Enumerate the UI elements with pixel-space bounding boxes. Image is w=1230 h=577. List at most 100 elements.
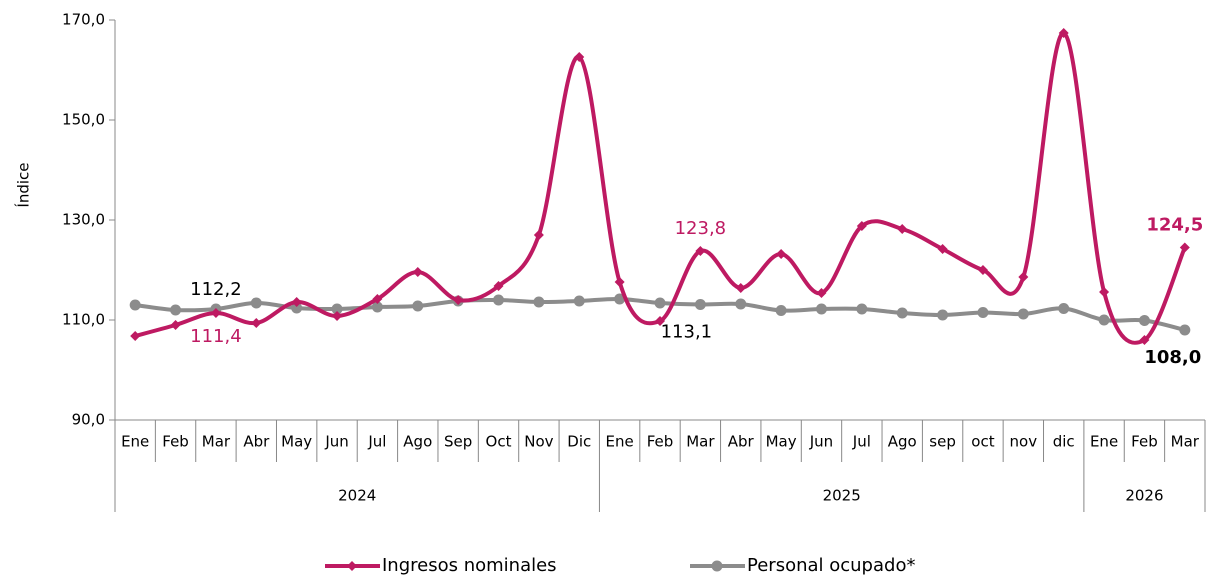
data-point — [856, 303, 868, 315]
year-label: 2025 — [823, 487, 861, 505]
data-point — [815, 303, 827, 315]
data-point — [332, 311, 343, 321]
y-tick-label: 170,0 — [62, 11, 105, 29]
legend-label: Personal ocupado* — [747, 555, 915, 576]
data-point — [493, 294, 505, 306]
x-tick-label: Ene — [121, 433, 149, 451]
data-point — [573, 295, 585, 307]
data-point — [372, 294, 383, 304]
data-point — [412, 267, 423, 277]
data-point — [735, 283, 746, 293]
data-point — [291, 302, 303, 314]
x-tick-label: dic — [1053, 433, 1075, 451]
data-point — [250, 297, 262, 309]
data-point — [977, 307, 989, 318]
x-tick-label: Abr — [728, 433, 755, 451]
data-point — [654, 297, 666, 309]
data-point — [210, 308, 221, 318]
data-point — [776, 249, 787, 259]
data-point — [493, 281, 504, 291]
data-point — [453, 295, 464, 305]
x-tick-label: Dic — [567, 433, 591, 451]
data-point — [694, 299, 706, 310]
x-tick-label: Mar — [1171, 433, 1200, 451]
data-point — [856, 221, 867, 231]
data-point — [816, 288, 827, 298]
data-point — [1179, 324, 1191, 336]
data-point — [735, 298, 747, 310]
data-point — [533, 296, 545, 308]
x-tick-label: Jun — [809, 433, 833, 451]
series-line — [134, 30, 1187, 345]
x-tick-label: May — [766, 433, 797, 451]
data-point — [1179, 242, 1190, 253]
legend-label: Ingresos nominales — [382, 555, 557, 576]
y-tick-label: 90,0 — [72, 411, 105, 429]
legend-marker — [711, 560, 723, 572]
data-point — [170, 320, 181, 330]
x-tick-label: Feb — [647, 433, 674, 451]
x-tick-label: May — [281, 433, 312, 451]
x-tick-label: Jul — [852, 433, 871, 451]
data-label: 124,5 — [1146, 215, 1203, 236]
year-label: 2024 — [338, 487, 376, 505]
x-tick-label: Mar — [202, 433, 231, 451]
x-tick-label: nov — [1010, 433, 1038, 451]
legend-marker — [347, 561, 357, 571]
data-point — [371, 301, 383, 313]
x-tick-label: sep — [929, 433, 956, 451]
data-point — [937, 309, 949, 321]
data-point — [1017, 308, 1029, 320]
data-label: 108,0 — [1144, 347, 1201, 368]
data-point — [896, 307, 908, 319]
data-point — [614, 277, 625, 287]
x-tick-label: oct — [971, 433, 994, 451]
data-point — [1098, 314, 1110, 326]
data-point — [331, 303, 343, 315]
data-point — [412, 300, 424, 312]
data-label: 123,8 — [675, 218, 727, 239]
x-tick-label: Feb — [162, 433, 189, 451]
data-point — [1099, 287, 1110, 297]
data-point — [251, 318, 262, 328]
x-tick-label: Sep — [444, 433, 472, 451]
x-tick-label: Mar — [686, 433, 715, 451]
data-point — [170, 304, 182, 316]
x-tick-label: Jul — [367, 433, 386, 451]
data-point — [655, 316, 665, 326]
data-point — [130, 331, 141, 341]
data-point — [897, 224, 908, 234]
y-tick-label: 150,0 — [62, 111, 105, 129]
data-point — [291, 297, 302, 307]
x-tick-label: Nov — [524, 433, 553, 451]
data-point — [937, 244, 948, 254]
x-tick-label: Oct — [486, 433, 512, 451]
x-tick-label: Jun — [324, 433, 348, 451]
x-tick-label: Ene — [1090, 433, 1118, 451]
data-point — [1138, 315, 1150, 326]
data-point — [533, 230, 544, 240]
data-label: 112,2 — [190, 279, 242, 300]
x-tick-label: Ago — [888, 433, 917, 451]
data-label: 113,1 — [661, 322, 713, 343]
y-tick-label: 130,0 — [62, 211, 105, 229]
data-point — [574, 52, 585, 62]
data-point — [1058, 303, 1070, 314]
data-point — [977, 265, 988, 275]
x-tick-label: Abr — [243, 433, 270, 451]
data-point — [614, 293, 626, 305]
year-label: 2026 — [1125, 487, 1163, 505]
data-point — [695, 246, 706, 256]
data-point — [775, 305, 787, 316]
data-point — [1058, 28, 1069, 38]
data-point — [1139, 335, 1150, 345]
x-tick-label: Feb — [1131, 433, 1158, 451]
y-tick-label: 110,0 — [62, 311, 105, 329]
data-label: 111,4 — [190, 326, 242, 347]
data-point — [1018, 272, 1029, 282]
x-tick-label: Ago — [403, 433, 432, 451]
y-axis-label: Índice — [14, 162, 33, 207]
data-point — [129, 299, 141, 311]
x-tick-label: Ene — [606, 433, 634, 451]
